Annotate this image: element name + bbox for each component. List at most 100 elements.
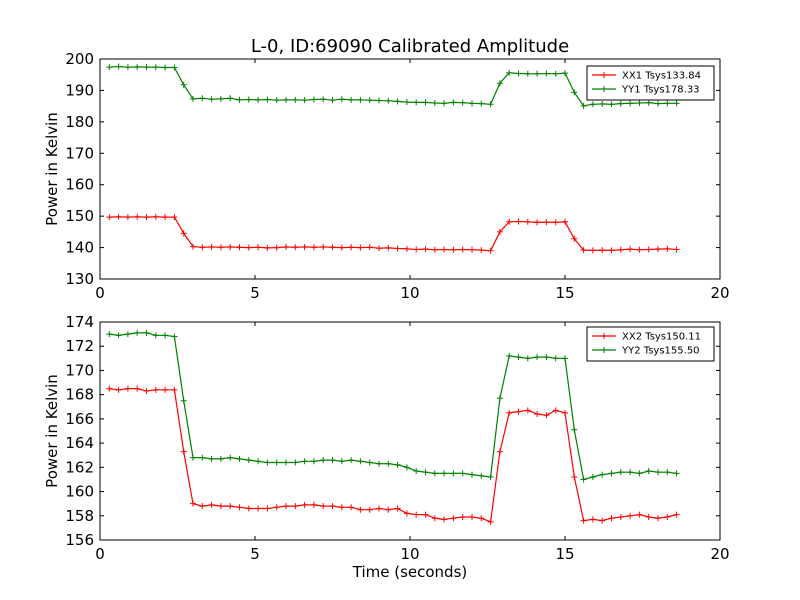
data-point xyxy=(264,244,271,251)
data-point xyxy=(469,513,475,520)
data-point xyxy=(227,503,234,510)
data-point xyxy=(124,331,131,338)
data-point xyxy=(664,245,671,252)
data-point xyxy=(534,411,541,418)
data-point xyxy=(348,96,355,103)
data-point xyxy=(171,214,178,221)
data-point xyxy=(283,243,289,250)
data-point xyxy=(236,96,243,103)
data-point xyxy=(255,96,262,103)
data-point xyxy=(115,386,122,393)
data-point xyxy=(273,97,280,104)
data-point xyxy=(301,97,308,104)
data-point xyxy=(431,470,438,477)
y-tick-label: 170 xyxy=(65,361,94,379)
data-point xyxy=(562,70,568,77)
y-tick-label: 190 xyxy=(65,81,94,99)
data-point xyxy=(571,474,578,481)
data-point xyxy=(199,454,206,461)
data-point xyxy=(645,513,652,520)
y-tick-label: 164 xyxy=(65,434,94,452)
legend-label: XX1 Tsys133.84 xyxy=(622,71,701,82)
y-tick-label: 180 xyxy=(65,113,94,131)
data-point xyxy=(199,244,206,251)
data-point xyxy=(552,219,559,226)
data-point xyxy=(338,244,345,251)
data-point xyxy=(394,245,401,252)
data-point xyxy=(236,504,243,511)
data-point xyxy=(106,64,113,71)
data-point xyxy=(515,218,522,225)
data-point xyxy=(617,513,624,520)
data-point xyxy=(450,470,457,477)
data-point xyxy=(208,243,215,250)
y-tick-label: 172 xyxy=(65,337,94,355)
data-point xyxy=(617,469,624,476)
data-point xyxy=(199,503,206,510)
data-point xyxy=(562,409,568,416)
data-point xyxy=(394,505,401,512)
data-point xyxy=(180,448,187,455)
data-point xyxy=(441,246,448,253)
data-point xyxy=(292,96,299,103)
y-tick-label: 170 xyxy=(65,144,94,162)
data-point xyxy=(571,426,578,433)
y-tick-label: 160 xyxy=(65,483,94,501)
data-point xyxy=(636,246,643,253)
data-point xyxy=(376,97,382,104)
data-point xyxy=(655,100,661,107)
data-point xyxy=(459,246,466,253)
data-point xyxy=(357,458,364,465)
data-point xyxy=(524,218,531,225)
data-point xyxy=(180,81,187,88)
data-point xyxy=(115,63,122,70)
x-tick-label: 15 xyxy=(555,545,574,563)
data-point xyxy=(180,230,187,237)
legend-label: YY2 Tsys155.50 xyxy=(621,346,700,357)
data-point xyxy=(478,247,485,254)
data-point xyxy=(273,504,280,511)
y-tick-label: 168 xyxy=(65,386,94,404)
data-point xyxy=(562,355,568,362)
data-point xyxy=(673,470,680,477)
data-point xyxy=(208,96,215,103)
data-point xyxy=(543,354,550,361)
data-point xyxy=(217,503,224,510)
data-point xyxy=(469,471,475,478)
data-point xyxy=(664,100,671,107)
data-point xyxy=(478,515,485,522)
data-point xyxy=(608,101,615,108)
x-tick-label: 10 xyxy=(400,545,419,563)
data-point xyxy=(236,244,243,251)
data-point xyxy=(645,246,652,253)
data-point xyxy=(190,95,196,102)
data-point xyxy=(524,70,531,77)
data-point xyxy=(106,214,113,221)
data-point xyxy=(329,97,336,104)
data-point xyxy=(469,100,475,107)
data-point xyxy=(655,515,661,522)
data-point xyxy=(134,63,141,70)
data-point xyxy=(534,219,541,226)
data-point xyxy=(348,504,355,511)
data-point xyxy=(199,95,206,102)
data-point xyxy=(431,100,438,106)
data-point xyxy=(524,407,531,414)
legend-label: YY1 Tsys178.33 xyxy=(621,85,700,96)
data-point xyxy=(106,331,113,338)
data-point xyxy=(515,354,522,361)
x-tick-label: 15 xyxy=(555,284,574,302)
data-point xyxy=(580,517,587,524)
data-point xyxy=(227,95,234,102)
data-point xyxy=(487,518,494,525)
x-tick-label: 20 xyxy=(710,284,729,302)
data-point xyxy=(599,100,606,107)
data-point xyxy=(599,517,606,524)
data-point xyxy=(245,96,252,103)
data-point xyxy=(190,500,196,507)
legend-marker xyxy=(601,333,607,339)
legend: XX2 Tsys150.11 YY2 Tsys155.50 xyxy=(586,326,715,362)
data-point xyxy=(589,474,596,481)
x-tick-label: 0 xyxy=(95,284,105,302)
data-point xyxy=(217,95,224,102)
